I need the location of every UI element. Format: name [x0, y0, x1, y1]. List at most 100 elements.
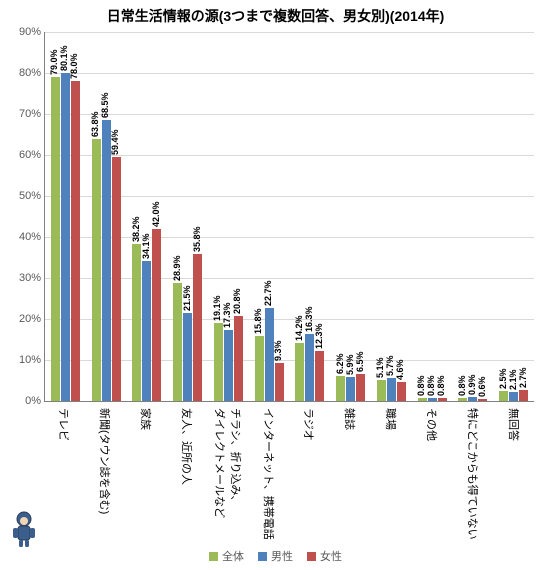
bar: 42.0%: [152, 229, 161, 401]
bar-value-label: 59.4%: [110, 130, 120, 156]
legend-swatch: [307, 552, 316, 561]
y-axis-label: 90%: [19, 26, 45, 38]
x-axis-label: 雑誌: [342, 408, 358, 430]
bar-value-label: 14.2%: [294, 315, 304, 341]
bar: 38.2%: [132, 244, 141, 401]
x-axis-label: 家族: [138, 408, 154, 430]
y-axis-label: 80%: [19, 67, 45, 79]
bar: 5.1%: [377, 380, 386, 401]
bar-value-label: 5.7%: [385, 355, 395, 376]
bar-value-label: 35.8%: [192, 227, 202, 253]
bar: 6.2%: [336, 376, 345, 401]
legend: 全体 男性 女性: [0, 548, 551, 564]
bar-value-label: 5.9%: [345, 354, 355, 375]
legend-swatch: [209, 552, 218, 561]
bar-group: 79.0%80.1%78.0%: [45, 32, 86, 401]
x-axis-label: 職場: [383, 408, 399, 430]
bar-group: 5.1%5.7%4.6%: [371, 32, 412, 401]
bar: 28.9%: [173, 283, 182, 401]
bar-value-label: 80.1%: [59, 45, 69, 71]
x-axis-label: テレビ: [56, 408, 72, 441]
bar-value-label: 0.8%: [416, 375, 426, 396]
bar: 20.8%: [234, 316, 243, 401]
legend-item: 全体: [209, 548, 244, 564]
bar-value-label: 20.8%: [232, 288, 242, 314]
y-axis-label: 70%: [19, 108, 45, 120]
bar-group: 19.1%17.3%20.8%: [208, 32, 249, 401]
bar-value-label: 9.3%: [273, 340, 283, 361]
legend-label: 女性: [320, 548, 342, 564]
x-axis-label: インターネット、携帯電話: [261, 408, 277, 540]
bar-value-label: 5.1%: [375, 358, 385, 379]
legend-item: 女性: [307, 548, 342, 564]
bar-value-label: 68.5%: [100, 93, 110, 119]
bar: 15.8%: [255, 336, 264, 401]
bar-group: 0.8%0.9%0.6%: [453, 32, 494, 401]
bar-value-label: 0.8%: [436, 375, 446, 396]
bar: 5.9%: [346, 377, 355, 401]
y-axis-label: 50%: [19, 190, 45, 202]
bar: 68.5%: [102, 120, 111, 401]
y-axis-label: 0%: [25, 395, 45, 407]
bar: 79.0%: [51, 77, 60, 401]
bar-groups: 79.0%80.1%78.0%63.8%68.5%59.4%38.2%34.1%…: [45, 32, 534, 401]
bar-group: 0.8%0.8%0.8%: [412, 32, 453, 401]
x-axis-label: ラジオ: [301, 408, 317, 441]
bar: 14.2%: [295, 343, 304, 401]
bar: 12.3%: [315, 351, 324, 401]
y-axis-label: 20%: [19, 313, 45, 325]
bar-group: 15.8%22.7%9.3%: [249, 32, 290, 401]
bar-value-label: 28.9%: [172, 255, 182, 281]
bar: 6.5%: [356, 374, 365, 401]
bar: 80.1%: [61, 73, 70, 401]
bar-value-label: 6.5%: [355, 352, 365, 373]
x-axis-label: その他: [424, 408, 440, 441]
bar: 0.8%: [418, 398, 427, 401]
bar-value-label: 0.8%: [457, 375, 467, 396]
bar: 0.9%: [468, 397, 477, 401]
bar: 34.1%: [142, 261, 151, 401]
chart-container: 日常生活情報の源(3つまで複数回答、男女別)(2014年) 0%10%20%30…: [0, 0, 551, 570]
bar: 2.7%: [519, 390, 528, 401]
bar: 21.5%: [183, 313, 192, 401]
legend-swatch: [258, 552, 267, 561]
bar-value-label: 0.8%: [426, 375, 436, 396]
bar-value-label: 6.2%: [335, 353, 345, 374]
bar: 2.5%: [499, 391, 508, 401]
bar: 2.1%: [509, 392, 518, 401]
bar: 63.8%: [92, 139, 101, 401]
chart-title: 日常生活情報の源(3つまで複数回答、男女別)(2014年): [0, 0, 551, 26]
bar: 0.8%: [438, 398, 447, 401]
bar: 0.8%: [458, 398, 467, 401]
bar-group: 2.5%2.1%2.7%: [493, 32, 534, 401]
bar-value-label: 15.8%: [253, 309, 263, 335]
bar-value-label: 2.7%: [518, 367, 528, 388]
x-axis-label: 新聞(タウン誌を含む): [97, 408, 113, 514]
x-axis-label: 無回答: [506, 408, 522, 441]
bar-group: 14.2%16.3%12.3%: [290, 32, 331, 401]
y-axis-label: 40%: [19, 231, 45, 243]
bar-value-label: 16.3%: [304, 307, 314, 333]
x-axis-label: チラシ、折り込み、ダイレクトメールなど: [212, 408, 244, 518]
bar-group: 28.9%21.5%35.8%: [167, 32, 208, 401]
bar-value-label: 4.6%: [395, 360, 405, 381]
y-axis-label: 30%: [19, 272, 45, 284]
bar-value-label: 78.0%: [69, 54, 79, 80]
bar-value-label: 0.6%: [477, 376, 487, 397]
plot-area: 0%10%20%30%40%50%60%70%80%90% 79.0%80.1%…: [44, 32, 534, 402]
x-axis-label: 友人、近所の人: [179, 408, 195, 485]
bar: 4.6%: [397, 382, 406, 401]
bar-value-label: 42.0%: [151, 201, 161, 227]
legend-label: 全体: [222, 548, 244, 564]
bar-value-label: 2.5%: [498, 368, 508, 389]
bar-group: 6.2%5.9%6.5%: [330, 32, 371, 401]
bar-group: 63.8%68.5%59.4%: [86, 32, 127, 401]
bar: 17.3%: [224, 330, 233, 401]
bar-value-label: 2.1%: [508, 370, 518, 391]
bar-group: 38.2%34.1%42.0%: [127, 32, 168, 401]
bar: 0.6%: [478, 399, 487, 401]
bar-value-label: 38.2%: [131, 217, 141, 243]
bar-value-label: 21.5%: [182, 285, 192, 311]
legend-label: 男性: [271, 548, 293, 564]
mascot-icon: [6, 508, 42, 548]
